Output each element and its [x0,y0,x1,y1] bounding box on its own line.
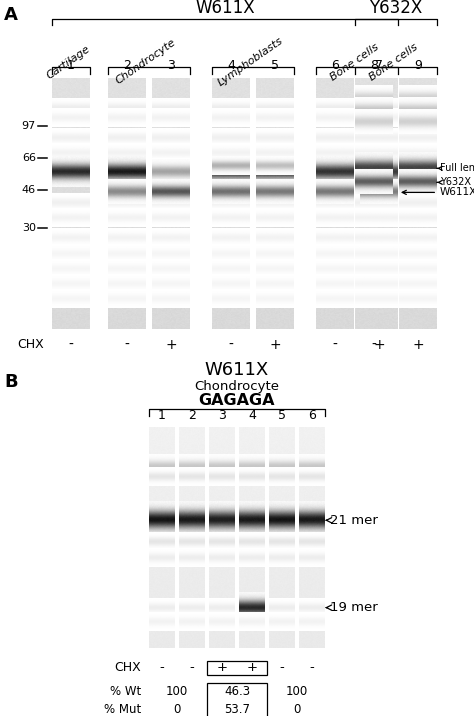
Text: +: + [373,338,385,352]
Text: 46: 46 [22,185,36,195]
Text: -: - [372,338,376,352]
Text: -: - [190,662,194,674]
Text: CHX: CHX [114,662,141,674]
Text: Chondrocyte: Chondrocyte [194,379,280,393]
Text: % Mut: % Mut [104,704,141,716]
Text: % Wt: % Wt [110,685,141,698]
Text: 7: 7 [375,59,383,72]
Text: B: B [4,373,18,391]
Text: Y632X: Y632X [437,178,471,188]
Text: +: + [217,662,228,674]
Text: 3: 3 [218,409,226,422]
Text: 6: 6 [331,59,339,72]
Text: 0: 0 [173,704,181,716]
Text: 19 mer: 19 mer [326,601,378,614]
Text: -: - [160,662,164,674]
Text: Bone cells: Bone cells [367,42,419,82]
Text: CHX: CHX [17,338,44,351]
Text: W611X: W611X [402,188,474,198]
Text: 2: 2 [188,409,196,422]
Text: GAGAGA: GAGAGA [199,393,275,408]
Text: 2: 2 [123,59,131,72]
Text: 3: 3 [167,59,175,72]
Text: 100: 100 [166,685,188,698]
Text: 1: 1 [67,59,75,72]
Bar [207,661,267,675]
Text: Lymphoblasts: Lymphoblasts [216,36,285,88]
Text: 53.7: 53.7 [224,704,250,716]
Text: -: - [125,338,129,352]
Text: -: - [333,338,337,352]
Text: -: - [280,662,284,674]
Text: W611X: W611X [195,0,255,17]
Text: +: + [412,338,424,352]
Text: A: A [4,6,18,24]
Text: +: + [246,662,257,674]
Text: Full length: Full length [437,163,474,173]
Text: Cartilage: Cartilage [45,44,92,81]
Text: Bone cells: Bone cells [328,42,380,82]
Text: 9: 9 [414,59,422,72]
Text: 100: 100 [286,685,308,698]
Text: 4: 4 [248,409,256,422]
Text: -: - [228,338,233,352]
Text: 66: 66 [22,153,36,163]
Text: 1: 1 [158,409,166,422]
Text: 4: 4 [227,59,235,72]
Text: Y632X: Y632X [369,0,423,17]
Text: 0: 0 [293,704,301,716]
Bar [207,683,267,716]
Text: 5: 5 [278,409,286,422]
Text: 30: 30 [22,223,36,233]
Text: 6: 6 [308,409,316,422]
Text: 8: 8 [370,59,378,72]
Text: 5: 5 [271,59,279,72]
Text: +: + [269,338,281,352]
Text: -: - [310,662,314,674]
Text: -: - [69,338,73,352]
Text: 46.3: 46.3 [224,685,250,698]
Text: 21 mer: 21 mer [326,514,378,527]
Text: W611X: W611X [205,361,269,379]
Text: Chondrocyte: Chondrocyte [114,37,178,87]
Text: 97: 97 [22,121,36,131]
Text: +: + [165,338,177,352]
